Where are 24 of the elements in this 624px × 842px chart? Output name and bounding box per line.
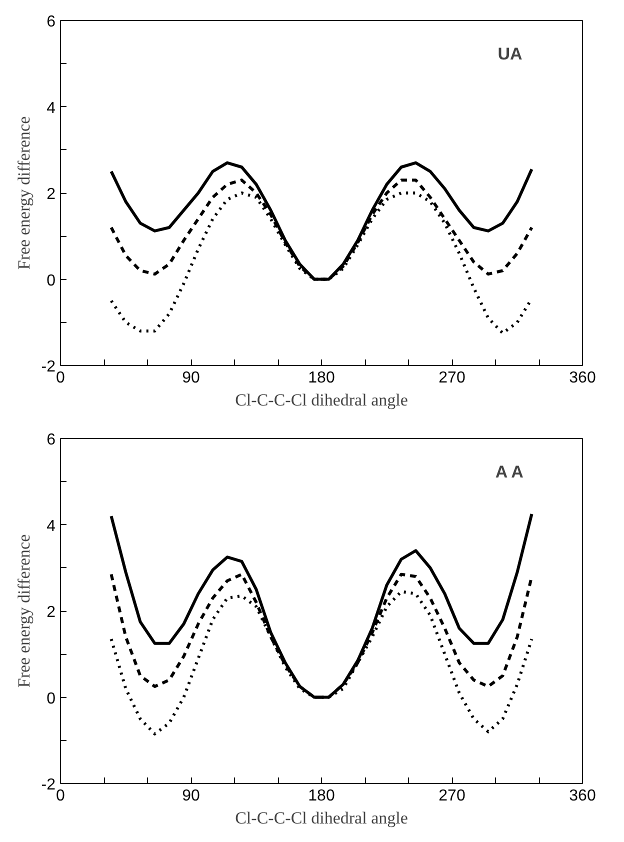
x-tick-label: 360 [569, 370, 596, 386]
y-tick-label: 6 [46, 14, 56, 30]
annotation: A A [495, 462, 524, 482]
y-tick-label: -2 [41, 358, 56, 376]
y-axis-title: Free energy difference [14, 534, 34, 688]
x-tick-label: 90 [182, 370, 200, 386]
x-tick-label: 270 [438, 370, 466, 386]
x-tick-label: 180 [308, 788, 335, 804]
y-tick-label: -2 [41, 776, 56, 794]
annotation: UA [498, 44, 522, 64]
y-tick-label: 4 [46, 100, 56, 117]
y-tick-label: 6 [46, 432, 56, 448]
y-tick-label: 2 [46, 604, 56, 621]
y-tick-label: 0 [46, 272, 56, 290]
x-tick-label: 270 [438, 788, 466, 804]
x-tick-label: 360 [569, 788, 596, 804]
y-tick-label: 0 [46, 690, 56, 708]
x-tick-label: 90 [182, 788, 200, 804]
x-tick-label: 180 [308, 370, 335, 386]
x-axis-title: Cl-C-C-Cl dihedral angle [235, 390, 408, 410]
x-axis-title: Cl-C-C-Cl dihedral angle [235, 808, 408, 828]
y-tick-label: 4 [46, 518, 56, 535]
y-axis-title: Free energy difference [14, 116, 34, 270]
y-tick-label: 2 [46, 186, 56, 203]
